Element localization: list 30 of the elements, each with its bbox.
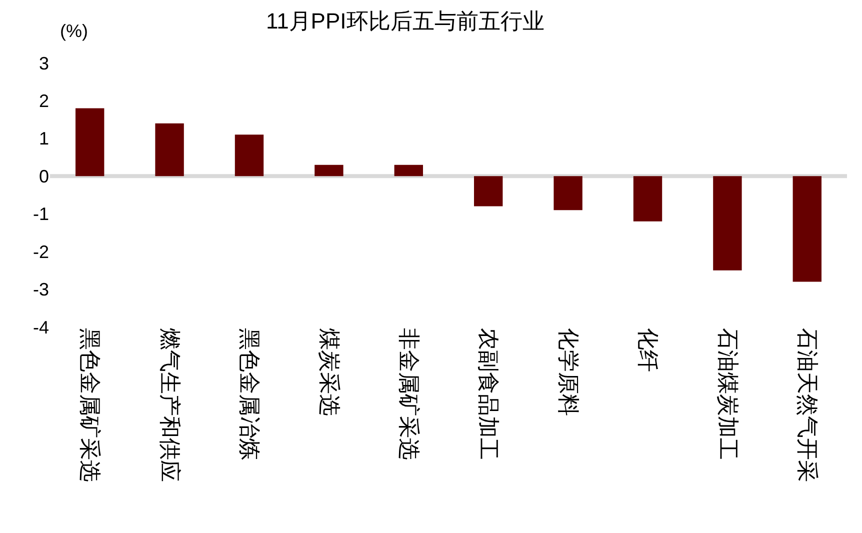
- y-tick-label: 0: [38, 166, 49, 186]
- bar: [713, 176, 742, 270]
- bar: [394, 164, 423, 176]
- x-tick-label: 煤炭采选: [316, 328, 342, 416]
- x-tick-label: 燃气生产和供应: [157, 328, 182, 482]
- y-tick-label: 3: [38, 53, 49, 74]
- bar: [633, 176, 662, 222]
- y-tick-label: 2: [38, 91, 49, 112]
- bar: [155, 123, 184, 176]
- x-tick-label: 黑色金属冶炼: [237, 328, 262, 460]
- bar: [474, 176, 503, 206]
- x-tick-label: 农副食品加工: [476, 328, 502, 460]
- bar: [314, 164, 344, 176]
- x-tick-label: 化学原料: [556, 328, 581, 416]
- x-tick-label: 石油煤炭加工: [715, 328, 740, 460]
- bar: [234, 134, 264, 176]
- y-tick-label: -1: [32, 204, 49, 224]
- bar: [792, 176, 822, 282]
- chart-title: 11月PPI环比后五与前五行业: [266, 8, 544, 34]
- x-tick-label: 非金属矿采选: [396, 328, 422, 460]
- y-tick-label: -4: [32, 317, 49, 338]
- y-tick-label: 1: [38, 128, 49, 149]
- y-axis-title: (%): [60, 21, 88, 41]
- bar: [554, 176, 582, 210]
- x-tick-label: 黑色金属矿采选: [78, 328, 103, 482]
- y-tick-label: -3: [32, 280, 49, 300]
- y-tick-label: -2: [32, 242, 49, 262]
- x-tick-label: 化纤: [636, 328, 661, 372]
- x-tick-label: 石油天然气开采: [795, 328, 820, 482]
- bar: [76, 108, 104, 176]
